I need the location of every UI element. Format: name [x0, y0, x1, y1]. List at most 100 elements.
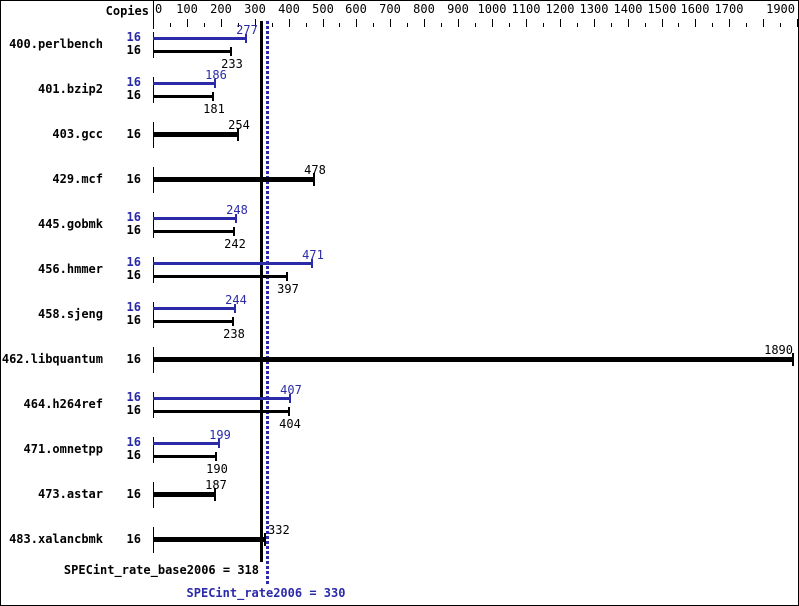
axis-tick-label: 400 — [278, 2, 300, 16]
peak-bar — [153, 442, 220, 445]
copies-value: 16 — [126, 403, 141, 417]
axis-minor-tick — [543, 23, 544, 27]
axis-minor-tick — [780, 23, 781, 27]
bar-end-cap — [792, 353, 794, 366]
peak-bar — [153, 262, 313, 265]
base-value-label: 181 — [203, 102, 225, 116]
axis-major-tick — [390, 19, 391, 27]
summary-base-result: SPECint_rate_base2006 = 318 — [63, 563, 259, 577]
benchmark-label: 471.omnetpp — [23, 442, 103, 456]
bar-end-cap — [286, 272, 288, 281]
peak-value-label: 199 — [209, 428, 231, 442]
axis-tick-label: 1600 — [680, 2, 710, 16]
bar-end-cap — [313, 173, 315, 186]
copies-value: 16 — [126, 172, 141, 186]
axis-minor-tick — [204, 23, 205, 27]
axis-minor-tick — [611, 23, 612, 27]
base-bar — [153, 455, 217, 458]
benchmark-label: 456.hmmer — [37, 262, 103, 276]
base-bar — [153, 275, 288, 278]
base-value-label: 332 — [268, 523, 290, 537]
peak-bar — [153, 397, 291, 400]
axis-tick-label: 1100 — [511, 2, 541, 16]
base-value-label: 242 — [224, 237, 246, 251]
bar-end-cap — [235, 214, 237, 223]
axis-major-tick — [255, 19, 256, 27]
group-axis-segment — [153, 212, 154, 238]
bar-end-cap — [237, 128, 239, 141]
benchmark-label: 462.libquantum — [1, 352, 103, 366]
axis-minor-tick — [407, 23, 408, 27]
axis-minor-tick — [746, 23, 747, 27]
copies-value: 16 — [126, 127, 141, 141]
axis-tick-label: 600 — [345, 2, 367, 16]
base-value-label: 254 — [228, 118, 250, 132]
peak-value-label: 277 — [236, 23, 258, 37]
base-bar — [153, 132, 239, 137]
axis-tick-label: 0 — [155, 2, 163, 16]
group-axis-segment — [153, 77, 154, 103]
axis-minor-tick — [306, 23, 307, 27]
copies-value: 16 — [126, 88, 141, 102]
bar-end-cap — [218, 439, 220, 448]
axis-tick-label: 200 — [210, 2, 232, 16]
axis-major-tick — [662, 19, 663, 27]
peak-value-label: 471 — [302, 248, 324, 262]
group-axis-segment — [153, 257, 154, 283]
copies-value: 16 — [126, 210, 141, 224]
peak-bar — [153, 82, 216, 85]
copies-value: 16 — [126, 75, 141, 89]
benchmark-label: 458.sjeng — [37, 307, 103, 321]
axis-major-tick — [424, 19, 425, 27]
base-value-label: 238 — [223, 327, 245, 341]
axis-tick-label: 800 — [413, 2, 435, 16]
bar-end-cap — [215, 452, 217, 461]
peak-value-label: 248 — [226, 203, 248, 217]
base-bar — [153, 320, 234, 323]
axis-tick-label: 900 — [447, 2, 469, 16]
copies-value: 16 — [126, 313, 141, 327]
group-axis-segment — [153, 302, 154, 328]
benchmark-label: 429.mcf — [52, 172, 103, 186]
peak-value-label: 244 — [225, 293, 247, 307]
axis-minor-tick — [373, 23, 374, 27]
axis-minor-tick — [475, 23, 476, 27]
copies-value: 16 — [126, 435, 141, 449]
base-value-label: 190 — [206, 462, 228, 476]
bar-end-cap — [230, 47, 232, 56]
bar-end-cap — [289, 394, 291, 403]
summary-peak-result: SPECint_rate2006 = 330 — [186, 586, 346, 600]
axis-tick-label: 100 — [176, 2, 198, 16]
axis-major-tick — [458, 19, 459, 27]
bar-end-cap — [232, 317, 234, 326]
bar-end-cap — [214, 79, 216, 88]
base-value-label: 404 — [279, 417, 301, 431]
axis-tick-label: 1900 — [766, 2, 795, 16]
axis-major-tick — [594, 19, 595, 27]
axis-major-tick — [560, 19, 561, 27]
benchmark-label: 483.xalancbmk — [9, 532, 103, 546]
peak-value-label: 186 — [205, 68, 227, 82]
base-bar — [153, 537, 266, 542]
group-axis-segment — [153, 437, 154, 463]
axis-minor-tick — [509, 23, 510, 27]
axis-major-tick — [628, 19, 629, 27]
axis-tick-label: 1300 — [579, 2, 609, 16]
copies-value: 16 — [126, 352, 141, 366]
bar-end-cap — [264, 533, 266, 546]
copies-value: 16 — [126, 390, 141, 404]
bar-end-cap — [245, 34, 247, 43]
axis-major-tick — [695, 19, 696, 27]
benchmark-label: 473.astar — [37, 487, 103, 501]
axis-major-tick — [221, 19, 222, 27]
base-bar — [153, 177, 315, 182]
base-bar — [153, 50, 232, 53]
benchmark-label: 400.perlbench — [9, 37, 103, 51]
peak-bar — [153, 217, 237, 220]
axis-major-tick — [797, 19, 798, 27]
axis-minor-tick — [577, 23, 578, 27]
copies-value: 16 — [126, 223, 141, 237]
group-axis-segment — [153, 32, 154, 58]
axis-minor-tick — [678, 23, 679, 27]
